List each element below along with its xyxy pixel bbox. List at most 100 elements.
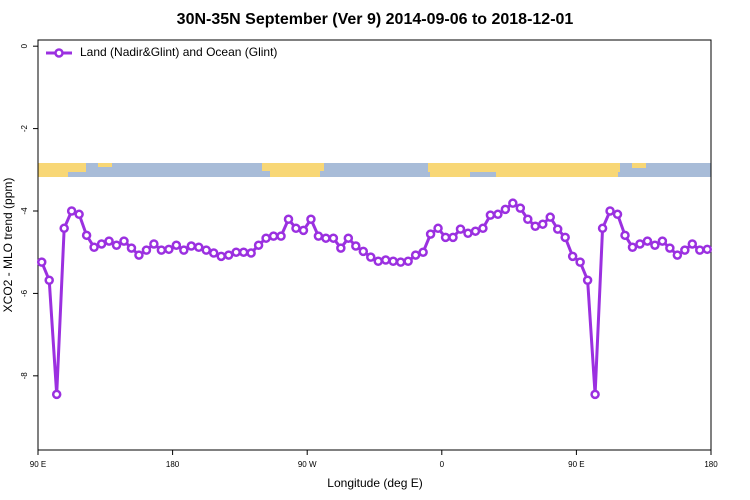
- data-point: [66, 206, 77, 216]
- data-point: [74, 209, 84, 220]
- data-point: [552, 224, 563, 234]
- data-point: [612, 209, 623, 220]
- land-band: [632, 163, 646, 168]
- data-point: [545, 212, 555, 222]
- data-point: [485, 210, 496, 220]
- data-point: [104, 236, 114, 246]
- land-band: [38, 172, 68, 177]
- data-point: [149, 239, 159, 249]
- y-tick-label: -4: [20, 207, 29, 215]
- data-point: [208, 248, 219, 258]
- x-tick-label: 90 E: [568, 460, 584, 469]
- data-point: [246, 248, 256, 258]
- data-point: [171, 240, 182, 250]
- data-point: [395, 257, 406, 267]
- chart-title: 30N-35N September (Ver 9) 2014-09-06 to …: [177, 11, 574, 28]
- x-tick-label: 90 E: [30, 460, 46, 469]
- data-point: [201, 245, 211, 255]
- data-point: [702, 244, 713, 255]
- data-point: [627, 242, 638, 253]
- x-axis-label: Longitude (deg E): [327, 476, 422, 490]
- data-point: [313, 231, 324, 241]
- x-tick-label: 180: [704, 460, 718, 469]
- data-point: [261, 233, 271, 243]
- data-point: [306, 214, 316, 224]
- data-point: [478, 223, 488, 234]
- data-point: [388, 256, 398, 267]
- data-point: [96, 239, 107, 249]
- data-point: [268, 231, 279, 241]
- data-point: [605, 206, 615, 216]
- y-tick-label: -2: [20, 124, 29, 132]
- data-point: [463, 228, 473, 239]
- data-point: [44, 275, 54, 285]
- x-tick-label: 90 W: [298, 460, 317, 469]
- data-point: [515, 203, 526, 213]
- data-point: [620, 230, 630, 241]
- data-point: [508, 198, 518, 208]
- data-point: [680, 245, 690, 255]
- data-point: [194, 242, 204, 253]
- data-point: [111, 240, 122, 250]
- y-tick-label: 0: [20, 43, 29, 48]
- data-point: [448, 232, 458, 243]
- data-point: [186, 241, 197, 251]
- data-point: [425, 229, 436, 239]
- y-tick-label: -8: [20, 372, 29, 380]
- data-point: [470, 226, 481, 236]
- data-point: [216, 251, 226, 262]
- data-point: [380, 255, 391, 265]
- data-point: [635, 239, 645, 249]
- data-point: [276, 231, 286, 241]
- plot-frame: [37, 39, 712, 451]
- data-point: [179, 245, 189, 255]
- data-point: [597, 223, 608, 234]
- data-point: [283, 214, 294, 224]
- land-band: [98, 163, 112, 167]
- data-point: [298, 225, 309, 236]
- data-point: [657, 236, 668, 246]
- data-point: [343, 233, 354, 243]
- land-ocean-band: [38, 163, 711, 177]
- data-point: [582, 275, 593, 285]
- data-point: [81, 230, 92, 241]
- data-point: [590, 389, 600, 400]
- data-point: [687, 239, 698, 249]
- y-tick-label: -6: [20, 289, 29, 297]
- data-point: [164, 244, 174, 255]
- data-point: [321, 233, 331, 243]
- land-band: [496, 172, 618, 177]
- data-point: [119, 236, 129, 246]
- data-point: [560, 232, 570, 243]
- data-point: [672, 250, 683, 260]
- data-point: [575, 257, 585, 267]
- data-point: [650, 240, 660, 250]
- legend-label: Land (Nadir&Glint) and Ocean (Glint): [80, 45, 277, 59]
- data-point: [523, 214, 533, 224]
- data-point: [291, 223, 301, 234]
- data-point: [433, 223, 443, 234]
- data-point: [538, 219, 548, 229]
- data-point: [253, 240, 264, 250]
- data-point: [530, 221, 541, 232]
- data-point: [418, 247, 428, 257]
- data-point: [493, 209, 503, 220]
- land-band: [38, 163, 86, 172]
- data-point: [410, 250, 421, 260]
- data-point: [336, 243, 346, 253]
- data-point: [89, 242, 99, 253]
- data-point: [51, 389, 62, 400]
- data-point: [126, 243, 137, 253]
- data-point: [455, 224, 466, 234]
- data-point: [567, 251, 578, 262]
- data-point: [223, 250, 234, 260]
- data-point: [351, 241, 361, 251]
- data-line: [40, 201, 708, 395]
- land-band: [270, 171, 320, 177]
- data-point: [36, 257, 47, 267]
- legend-marker: [54, 48, 64, 58]
- data-point: [665, 243, 675, 253]
- data-point: [440, 232, 451, 243]
